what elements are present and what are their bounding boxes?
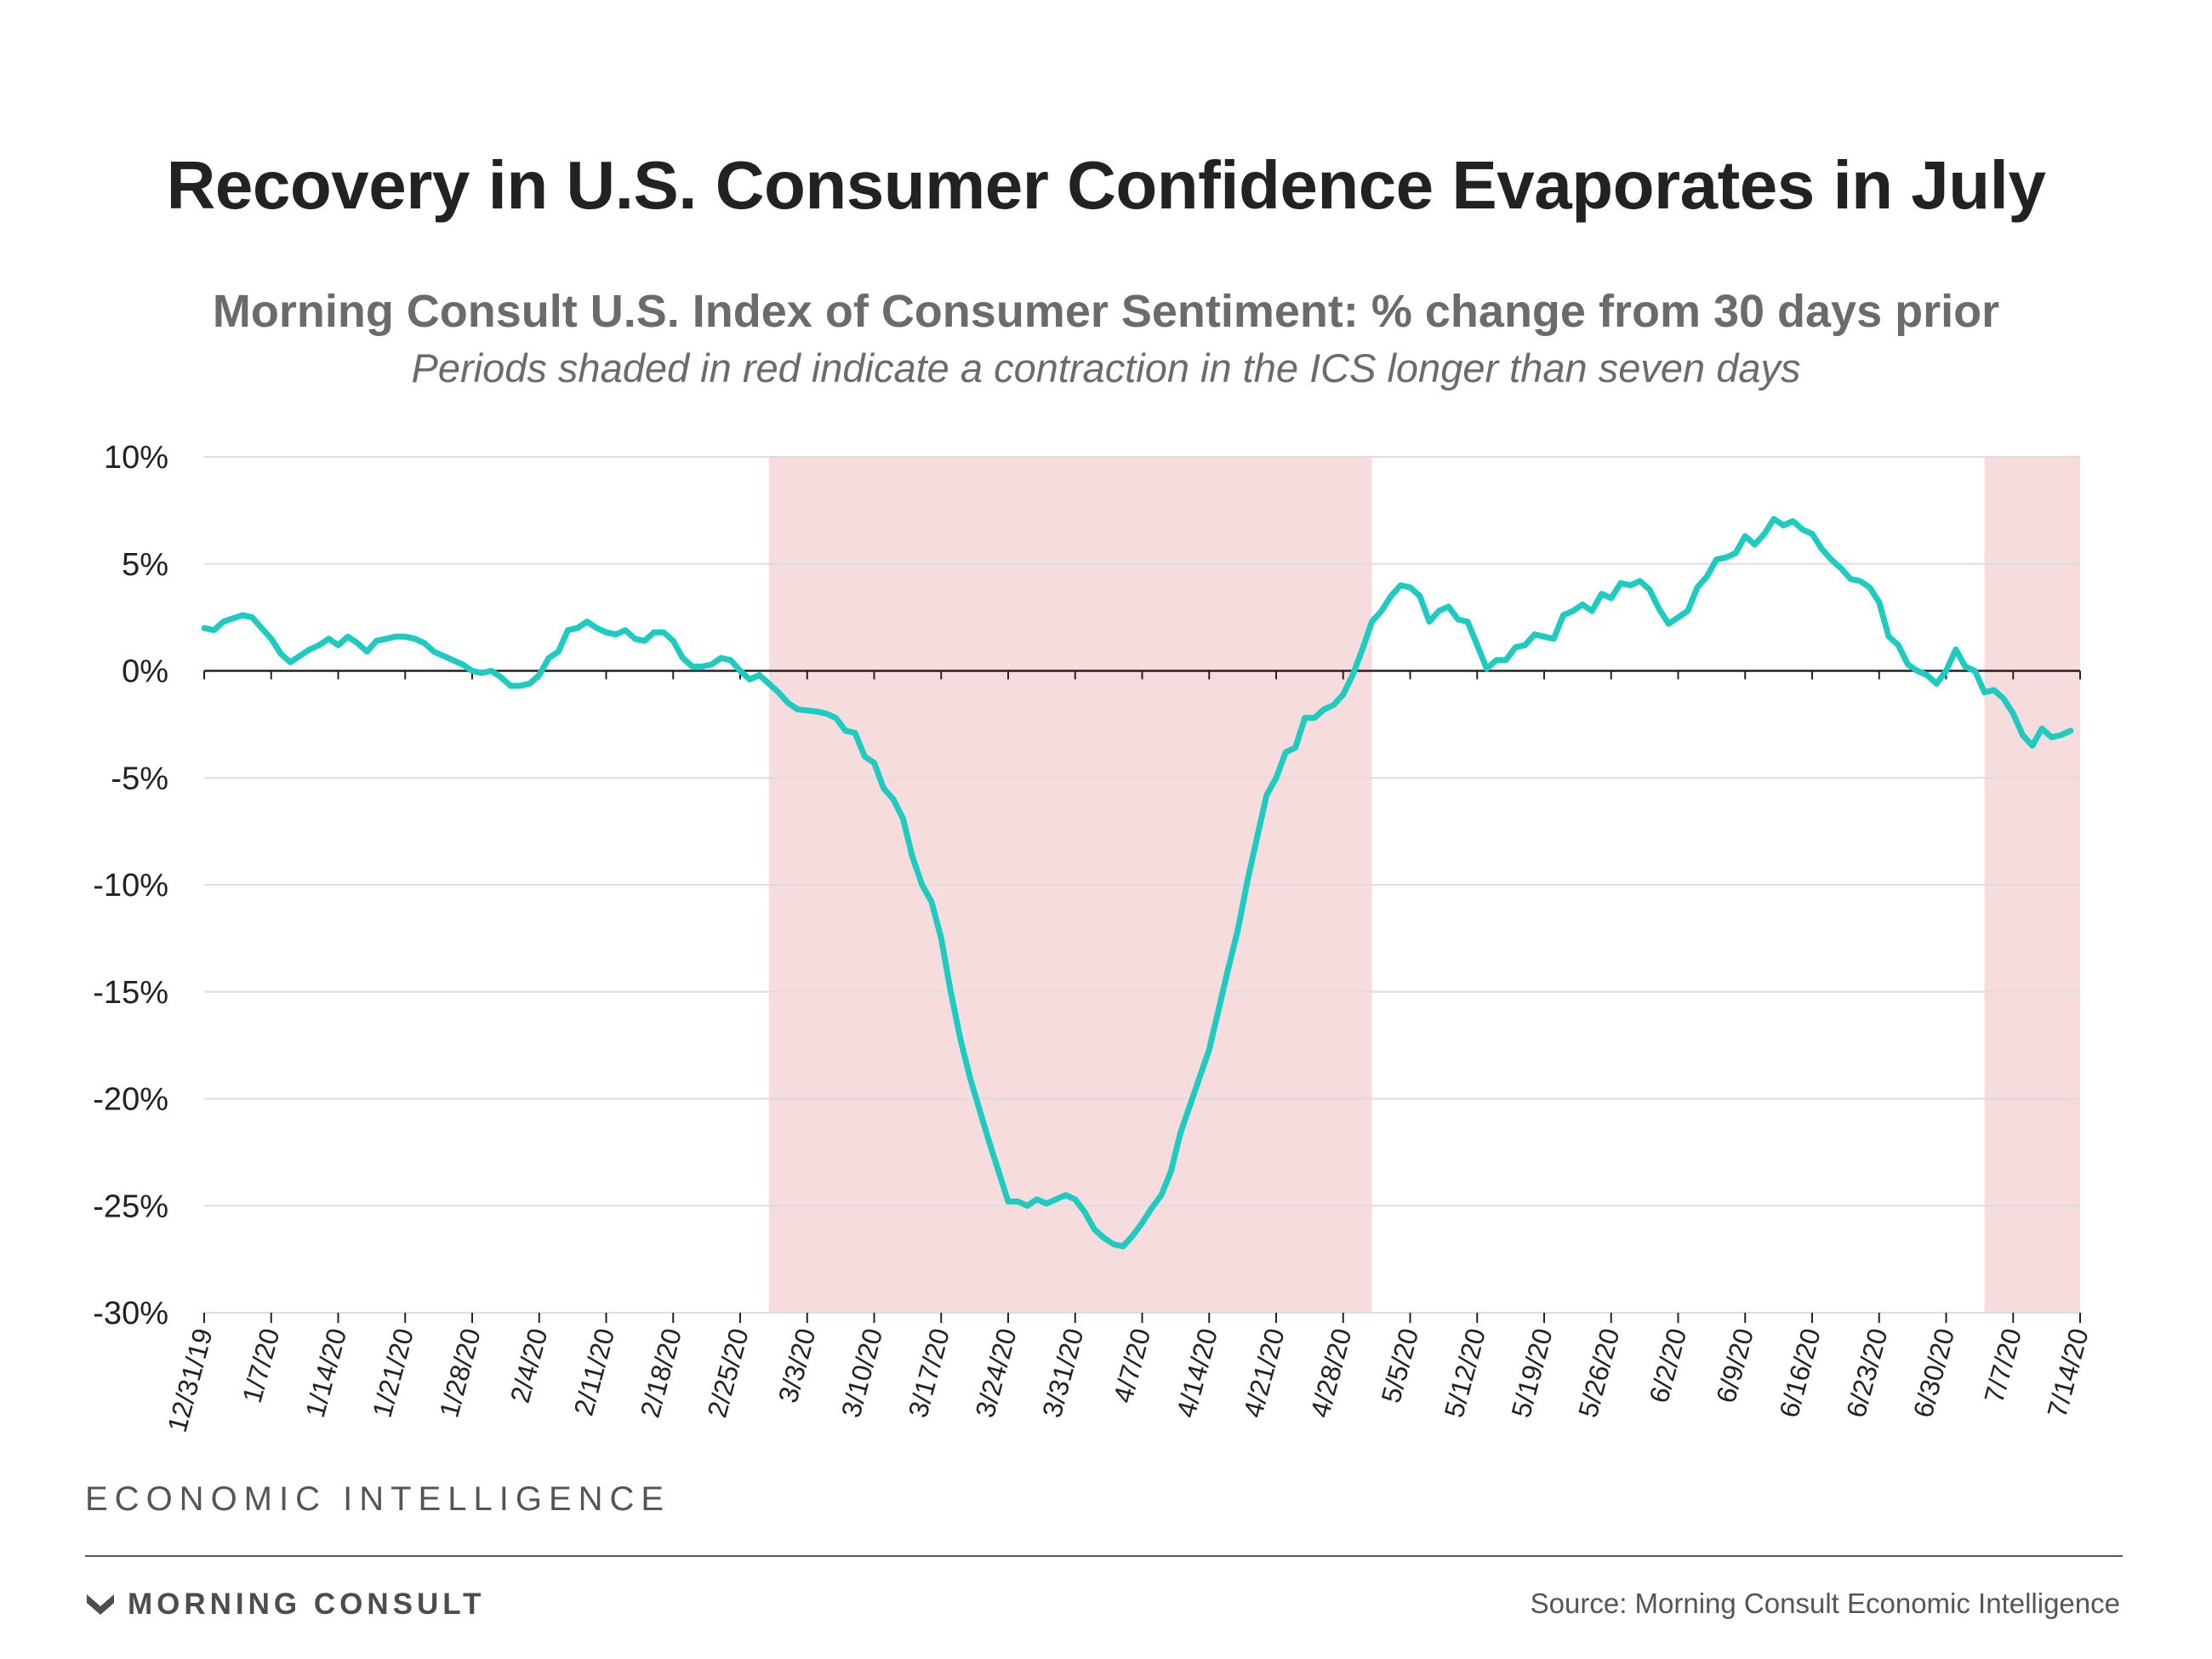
footer-divider <box>85 1555 2123 1557</box>
x-tick-label: 1/7/20 <box>237 1325 286 1405</box>
x-tick-label: 3/31/20 <box>1036 1325 1089 1420</box>
y-tick-label: -30% <box>93 1296 168 1331</box>
x-axis-ticks: 12/31/19 1/7/20 1/14/20 1/21/20 1/28/20 2/4/2… <box>162 1325 2095 1435</box>
x-tick-label: 5/26/20 <box>1572 1325 1625 1420</box>
x-tick-label: 6/16/20 <box>1773 1325 1826 1420</box>
y-tick-label: 5% <box>122 547 168 583</box>
x-tick-label: 4/7/20 <box>1107 1325 1156 1405</box>
y-tick-label: 10% <box>104 440 168 476</box>
series-line-1 <box>201 516 2074 1250</box>
x-tick-label: 2/11/20 <box>567 1325 620 1418</box>
x-tick-label: 1/14/20 <box>299 1325 352 1420</box>
x-tick-label: 5/5/20 <box>1375 1325 1424 1405</box>
x-tick-label: 3/10/20 <box>835 1325 888 1420</box>
x-tick-label: 6/23/20 <box>1840 1325 1893 1420</box>
y-tick-label: -25% <box>93 1189 168 1224</box>
y-tick-label: -15% <box>93 975 168 1011</box>
source-note: Source: Morning Consult Economic Intelli… <box>1530 1588 2120 1619</box>
chart-subtitle: Morning Consult U.S. Index of Consumer S… <box>212 286 2000 337</box>
x-tick-label: 1/28/20 <box>433 1325 486 1420</box>
x-tick-label: 3/17/20 <box>903 1325 955 1420</box>
x-tick-label: 7/14/20 <box>2041 1325 2094 1420</box>
x-tick-label: 2/18/20 <box>635 1325 687 1420</box>
morning-consult-logo-icon <box>87 1594 114 1615</box>
data-series <box>201 516 2074 1250</box>
x-tick-label: 4/14/20 <box>1171 1325 1223 1420</box>
x-tick-label: 2/25/20 <box>701 1325 754 1420</box>
x-tick-label: 2/4/20 <box>505 1325 554 1405</box>
x-tick-label: 4/28/20 <box>1304 1325 1357 1420</box>
x-tick-label: 4/21/20 <box>1237 1325 1290 1420</box>
x-tick-label: 5/12/20 <box>1439 1325 1491 1420</box>
y-axis-ticks: 10% 5% 0% -5% -10% -15% -20% -25% -30% <box>93 440 168 1331</box>
x-tick-label: 6/9/20 <box>1710 1325 1759 1405</box>
y-tick-label: -10% <box>93 868 168 904</box>
brand-name: MORNING CONSULT <box>128 1588 486 1621</box>
x-tick-label: 1/21/20 <box>367 1325 419 1420</box>
x-tick-label: 6/30/20 <box>1907 1325 1960 1420</box>
chart-note: Periods shaded in red indicate a contrac… <box>411 345 1801 391</box>
x-tick-label: 7/7/20 <box>1978 1325 2027 1405</box>
y-tick-label: -5% <box>111 761 168 796</box>
x-tick-label: 5/19/20 <box>1505 1325 1558 1420</box>
gridlines <box>203 456 2081 1323</box>
x-tick-label: 3/3/20 <box>772 1325 822 1405</box>
chart-title: Recovery in U.S. Consumer Confidence Eva… <box>166 147 2046 223</box>
section-label: ECONOMIC INTELLIGENCE <box>85 1480 671 1518</box>
x-tick-label: 3/24/20 <box>969 1325 1022 1420</box>
x-tick-label: 6/2/20 <box>1643 1325 1692 1405</box>
y-tick-label: 0% <box>122 654 168 690</box>
y-tick-label: -20% <box>93 1082 168 1118</box>
x-tick-label: 12/31/19 <box>162 1325 219 1435</box>
